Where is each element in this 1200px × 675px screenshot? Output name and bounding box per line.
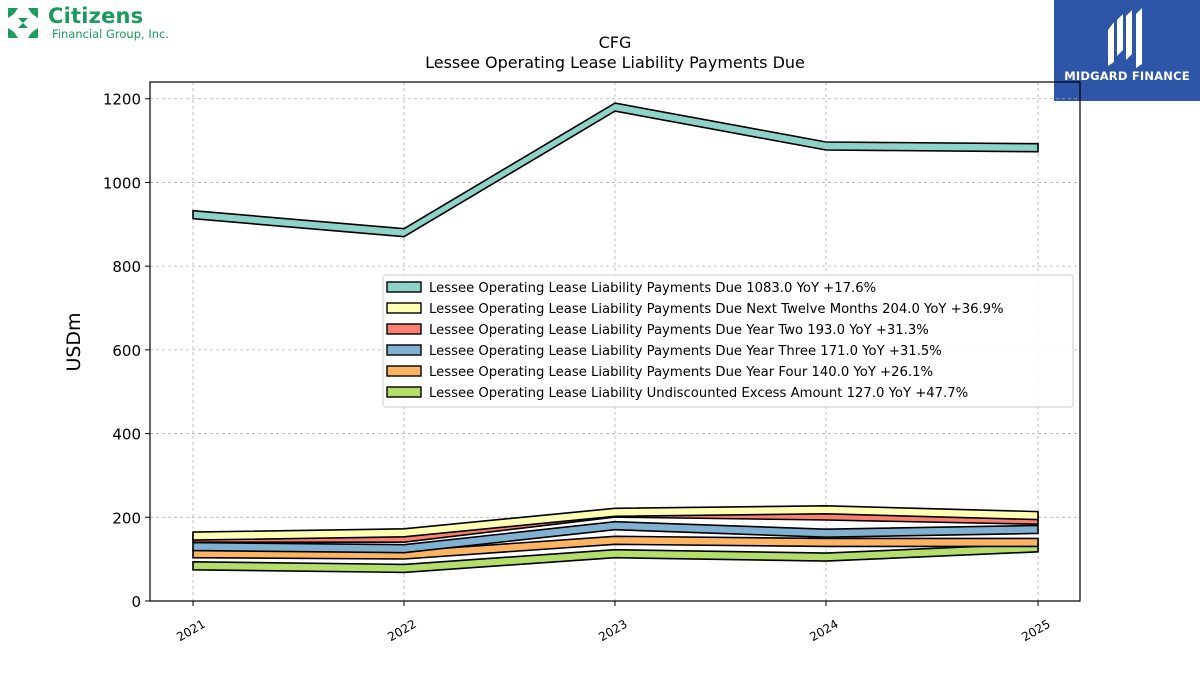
x-tick-label: 2021 [174, 617, 207, 644]
legend-box [382, 274, 1074, 408]
plot-frame [149, 81, 1081, 602]
legend-label: Lessee Operating Lease Liability Payment… [429, 302, 1004, 317]
legend: Lessee Operating Lease Liability Payment… [382, 274, 1074, 408]
legend-label: Lessee Operating Lease Liability Payment… [429, 281, 876, 296]
series-band-1 [192, 102, 1039, 238]
x-tick-label: 2025 [1019, 617, 1052, 644]
legend-label: Lessee Operating Lease Liability Payment… [429, 323, 929, 338]
chart-subtitle: Lessee Operating Lease Liability Payment… [425, 53, 805, 72]
y-tick-label: 800 [112, 258, 141, 276]
legend-label: Lessee Operating Lease Liability Undisco… [429, 386, 968, 401]
legend-swatch [386, 323, 422, 335]
chart-title: CFG [599, 33, 632, 52]
series-band-4 [192, 520, 1039, 554]
y-axis-label: USDm [63, 312, 85, 371]
series-band-6 [192, 542, 1039, 574]
legend-label: Lessee Operating Lease Liability Payment… [429, 344, 942, 359]
citizens-logo-subtitle: Financial Group, Inc. [52, 27, 169, 41]
citizens-logo-name: Citizens [48, 4, 144, 28]
y-tick-label: 1200 [103, 91, 141, 109]
legend-swatch [386, 386, 422, 398]
area-layer [192, 102, 1039, 574]
x-tick-label: 2023 [596, 617, 629, 644]
midgard-m-icon [1108, 8, 1142, 68]
series-band-2 [192, 504, 1039, 541]
legend-swatch [386, 344, 422, 356]
citizens-pinwheel-icon [8, 8, 38, 38]
y-tick-label: 1000 [103, 174, 141, 192]
x-tick-label: 2022 [385, 617, 418, 644]
legend-label: Lessee Operating Lease Liability Payment… [429, 365, 933, 380]
legend-swatch [386, 281, 422, 293]
midgard-logo-name: MIDGARD FINANCE [1064, 69, 1190, 83]
y-tick-label: 200 [112, 509, 141, 527]
legend-swatch [386, 302, 422, 314]
y-tick-label: 400 [112, 426, 141, 444]
legend-swatch [386, 365, 422, 377]
y-tick-label: 600 [112, 342, 141, 360]
x-tick-label: 2024 [807, 617, 840, 644]
midgard-logo: MIDGARD FINANCE [1054, 0, 1200, 101]
y-tick-label: 0 [131, 593, 141, 611]
citizens-logo: Citizens Financial Group, Inc. [4, 4, 194, 44]
